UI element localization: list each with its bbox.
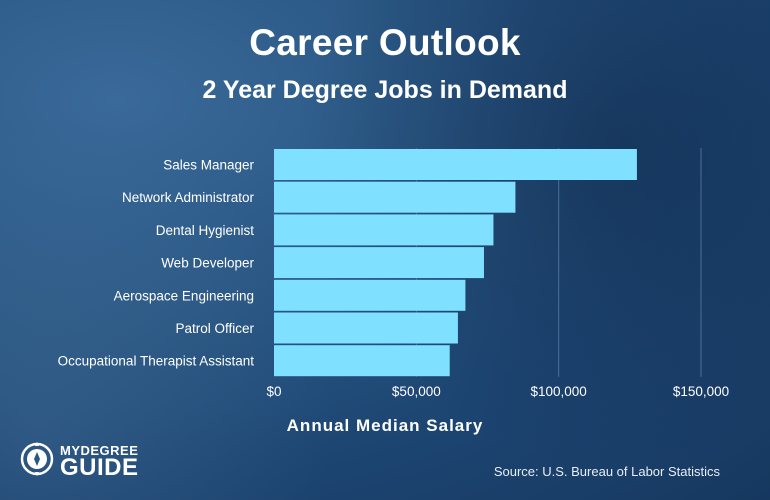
logo-text-top: MYDEGREE xyxy=(60,443,139,458)
bar xyxy=(274,279,466,311)
logo: MYDEGREE GUIDE xyxy=(20,440,150,484)
tick-label: $100,000 xyxy=(531,384,587,399)
tick-label: $0 xyxy=(266,384,281,399)
bar xyxy=(274,149,637,180)
bar xyxy=(274,181,516,213)
x-axis-label: Annual Median Salary xyxy=(286,416,484,435)
category-label: Occupational Therapist Assistant xyxy=(58,354,255,369)
chart-title: Career Outlook xyxy=(249,22,521,63)
category-label: Dental Hygienist xyxy=(156,223,255,238)
category-label: Aerospace Engineering xyxy=(114,288,254,303)
category-label: Network Administrator xyxy=(122,190,255,205)
category-label: Web Developer xyxy=(161,256,254,271)
category-label: Sales Manager xyxy=(163,158,254,173)
compass-icon xyxy=(20,442,54,476)
bar xyxy=(274,247,484,279)
bar xyxy=(274,312,458,344)
logo-text-bottom: GUIDE xyxy=(60,454,139,481)
chart-subtitle: 2 Year Degree Jobs in Demand xyxy=(202,76,568,104)
category-label: Patrol Officer xyxy=(175,321,254,336)
tick-label: $50,000 xyxy=(392,384,441,399)
bar xyxy=(274,345,450,377)
tick-label: $150,000 xyxy=(673,384,729,399)
source-note: Source: U.S. Bureau of Labor Statistics xyxy=(493,464,720,479)
bar xyxy=(274,214,494,246)
